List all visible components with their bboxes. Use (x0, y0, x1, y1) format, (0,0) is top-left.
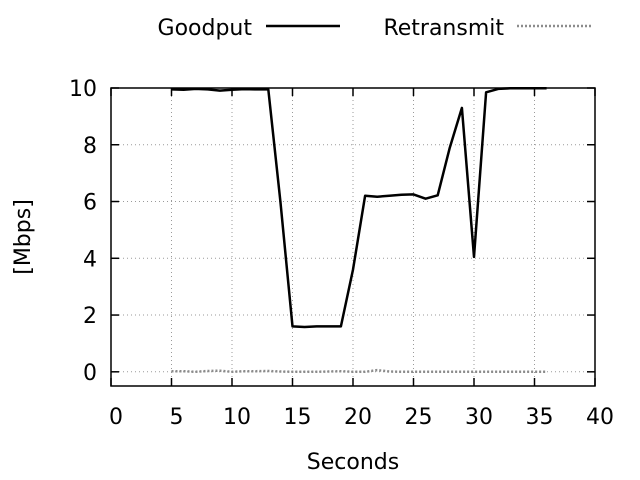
y-tick-label: 10 (69, 77, 97, 102)
x-tick-label: 15 (284, 405, 312, 430)
legend: Goodput Retransmit (158, 16, 591, 41)
legend-label-retransmit: Retransmit (383, 16, 504, 41)
y-tick-label: 8 (83, 134, 97, 159)
x-tick-label: 35 (526, 405, 554, 430)
x-axis-title: Seconds (307, 450, 399, 475)
y-tick-label: 4 (83, 247, 97, 272)
x-tick-label: 5 (170, 405, 184, 430)
series-line-retransmit (171, 368, 547, 374)
x-tick-label: 20 (344, 405, 372, 430)
series-line-goodput (171, 87, 547, 329)
y-tick-label: 0 (83, 361, 97, 386)
x-tick-label: 30 (465, 405, 493, 430)
series-lines (171, 87, 547, 374)
grid (111, 88, 595, 386)
x-tick-label: 40 (586, 405, 614, 430)
x-tick-label: 0 (109, 405, 123, 430)
legend-label-goodput: Goodput (158, 16, 253, 41)
y-axis-title: [Mbps] (11, 199, 36, 275)
axis-ticks: 0 5 10 15 20 25 30 35 40 0 2 4 6 8 10 (69, 77, 614, 430)
x-tick-label: 25 (405, 405, 433, 430)
x-tick-label: 10 (223, 405, 251, 430)
y-tick-label: 6 (83, 191, 97, 216)
y-tick-label: 2 (83, 304, 97, 329)
